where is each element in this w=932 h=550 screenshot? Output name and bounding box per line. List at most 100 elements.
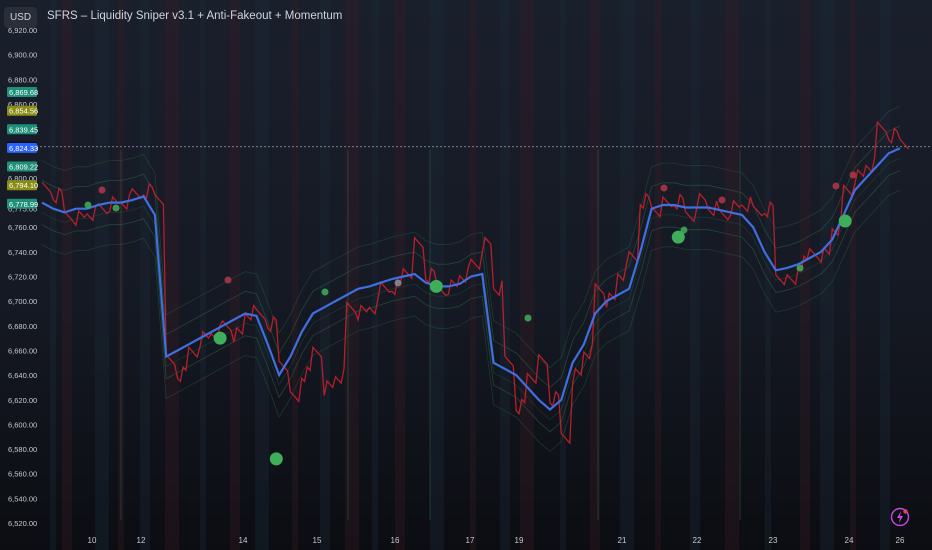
session-stripe bbox=[500, 0, 510, 550]
buy-signal-dot bbox=[269, 452, 283, 466]
y-tick-label: 6,800.00 bbox=[8, 174, 37, 183]
y-tick-label: 6,660.00 bbox=[8, 347, 37, 356]
session-stripe bbox=[725, 0, 739, 550]
y-tick-label: 6,880.00 bbox=[8, 75, 37, 84]
price-label-bg bbox=[7, 124, 37, 135]
x-tick-label: 21 bbox=[618, 536, 627, 545]
price-line bbox=[41, 120, 909, 445]
session-stripe bbox=[395, 0, 405, 550]
x-tick-label: 15 bbox=[313, 536, 322, 545]
signal-dot bbox=[680, 226, 688, 234]
band-line bbox=[41, 189, 901, 453]
y-tick-label: 6,920.00 bbox=[8, 26, 37, 35]
series-group bbox=[41, 120, 909, 445]
session-stripe bbox=[200, 0, 206, 550]
signal-dot bbox=[660, 184, 668, 192]
price-label-bg bbox=[7, 142, 37, 153]
band-line bbox=[41, 106, 901, 369]
trend-line bbox=[41, 147, 901, 412]
session-stripe bbox=[655, 0, 661, 550]
signal-dot bbox=[796, 264, 804, 272]
price-label: 6,854.56 bbox=[9, 107, 38, 116]
session-stripe bbox=[345, 0, 359, 550]
y-tick-label: 6,580.00 bbox=[8, 445, 37, 454]
lightning-icon[interactable] bbox=[890, 507, 910, 527]
price-label-bg bbox=[7, 180, 37, 191]
y-tick-label: 6,900.00 bbox=[8, 51, 37, 60]
signal-dot bbox=[832, 182, 840, 190]
signal-dot bbox=[394, 279, 402, 287]
currency-button[interactable]: USD bbox=[4, 7, 37, 28]
session-stripe bbox=[850, 0, 856, 550]
x-tick-label: 14 bbox=[239, 536, 248, 545]
indicator-title: SFRS – Liquidity Sniper v3.1 + Anti-Fake… bbox=[47, 10, 343, 22]
session-stripe bbox=[95, 0, 109, 550]
session-stripe bbox=[520, 0, 534, 550]
y-tick-label: 6,700.00 bbox=[8, 297, 37, 306]
x-tick-label: 16 bbox=[391, 536, 400, 545]
session-stripe bbox=[690, 0, 700, 550]
buy-signal-dot bbox=[671, 230, 685, 244]
buy-signal-dot bbox=[213, 331, 227, 345]
y-tick-label: 6,620.00 bbox=[8, 396, 37, 405]
session-stripe bbox=[320, 0, 330, 550]
price-label-bg bbox=[7, 161, 37, 172]
signal-dot bbox=[524, 314, 532, 322]
x-tick-label: 17 bbox=[466, 536, 475, 545]
x-tick-label: 23 bbox=[769, 536, 778, 545]
price-label-bg bbox=[7, 87, 37, 97]
session-stripe bbox=[230, 0, 240, 550]
price-label-bg bbox=[7, 198, 37, 209]
session-stripe bbox=[820, 0, 834, 550]
y-tick-label: 6,520.00 bbox=[8, 519, 37, 528]
session-stripe bbox=[620, 0, 634, 550]
session-stripe bbox=[165, 0, 179, 550]
price-label: 6,869.68 bbox=[9, 88, 38, 97]
session-stripe bbox=[880, 0, 890, 550]
y-tick-label: 6,860.00 bbox=[8, 100, 37, 109]
band-line bbox=[41, 125, 901, 388]
x-tick-label: 10 bbox=[88, 536, 97, 545]
x-tick-label: 26 bbox=[896, 536, 905, 545]
price-labels: 6,869.686,854.566,839.456,825.256,824.33… bbox=[7, 87, 38, 209]
signal-dot bbox=[112, 204, 120, 212]
session-stripe bbox=[765, 0, 771, 550]
y-tick-label: 6,720.00 bbox=[8, 273, 37, 282]
y-tick-label: 6,775.00 bbox=[8, 205, 37, 214]
price-label-bg bbox=[7, 105, 37, 116]
price-label: 6,809.22 bbox=[9, 163, 38, 172]
signal-markers bbox=[84, 171, 857, 466]
x-axis: 10 12 14 15 16 17 19 21 22 23 24 26 bbox=[88, 536, 905, 545]
signal-dot bbox=[849, 171, 857, 179]
y-tick-label: 6,600.00 bbox=[8, 420, 37, 429]
price-label: 6,824.33 bbox=[9, 144, 38, 153]
y-tick-label: 6,560.00 bbox=[8, 470, 37, 479]
buy-signal-dot bbox=[838, 214, 852, 228]
y-tick-label: 6,760.00 bbox=[8, 223, 37, 232]
y-tick-label: 6,540.00 bbox=[8, 494, 37, 503]
session-stripe bbox=[430, 0, 444, 550]
signal-dot bbox=[321, 288, 329, 296]
buy-signal-dot bbox=[429, 279, 443, 293]
session-stripe bbox=[50, 0, 56, 550]
session-stripe bbox=[62, 0, 72, 550]
x-tick-label: 12 bbox=[137, 536, 146, 545]
x-tick-label: 19 bbox=[515, 536, 524, 545]
y-tick-label: 6,740.00 bbox=[8, 248, 37, 257]
x-tick-label: 24 bbox=[845, 536, 854, 545]
signal-dot bbox=[224, 276, 232, 284]
session-stripe bbox=[372, 0, 378, 550]
x-tick-label: 22 bbox=[693, 536, 702, 545]
signal-dot bbox=[84, 201, 92, 209]
y-tick-label: 6,680.00 bbox=[8, 322, 37, 331]
price-label: 6,794.10 bbox=[9, 181, 38, 190]
price-label: 6,778.99 bbox=[9, 200, 38, 209]
session-stripe bbox=[255, 0, 269, 550]
y-tick-label: 6,640.00 bbox=[8, 371, 37, 380]
session-stripe bbox=[590, 0, 600, 550]
session-stripe bbox=[560, 0, 566, 550]
session-stripe bbox=[140, 0, 150, 550]
band-line bbox=[41, 157, 901, 421]
